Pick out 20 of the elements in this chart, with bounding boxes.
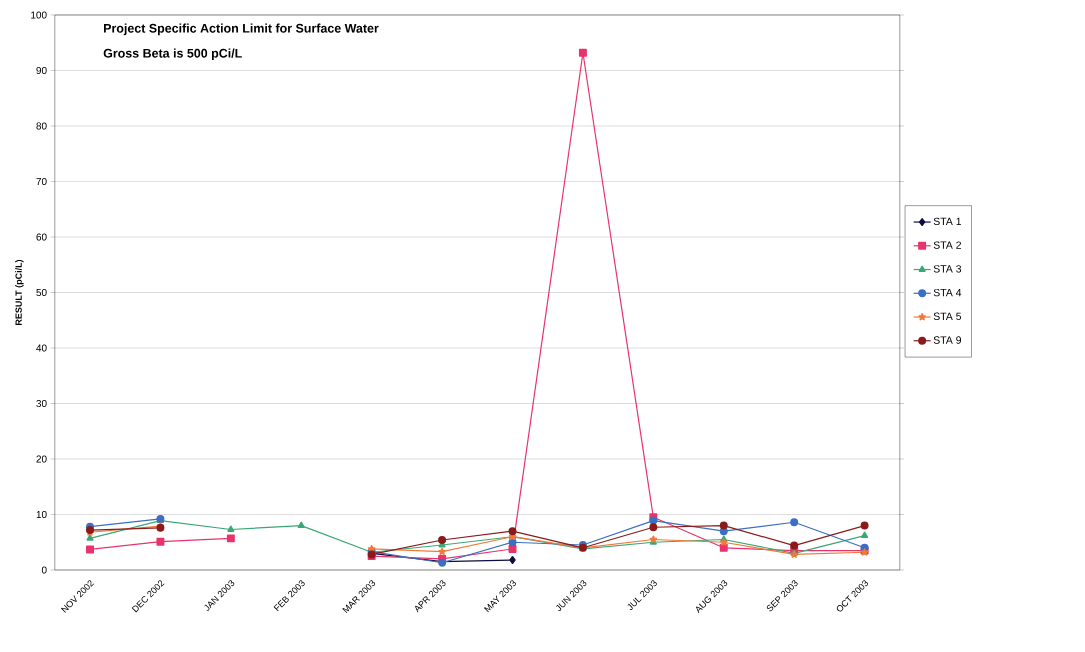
y-tick-label: 80 [36, 122, 47, 130]
y-axis-title: RESULT (pCi/L) [15, 259, 24, 325]
legend-label: STA 5 [933, 312, 962, 321]
y-tick-label: 0 [41, 566, 47, 574]
annotation: Project Specific Action Limit for Surface Water [104, 23, 379, 36]
y-tick-label: 100 [31, 11, 47, 19]
y-tick-label: 20 [36, 455, 47, 463]
legend-label: STA 3 [933, 265, 962, 273]
annotation: Gross Beta is 500 pCi/L [103, 48, 242, 61]
y-tick-label: 70 [36, 177, 47, 186]
y-tick-label: 30 [36, 399, 47, 408]
y-tick-label: 90 [36, 66, 47, 75]
y-tick-label: 40 [36, 344, 47, 352]
y-tick-label: 50 [36, 288, 47, 297]
legend-label: STA 1 [933, 217, 961, 226]
legend-label: STA 4 [933, 288, 962, 297]
y-tick-label: 60 [36, 233, 47, 241]
y-tick-label: 10 [36, 510, 47, 519]
legend-label: STA 9 [933, 336, 962, 344]
legend-label: STA 2 [933, 241, 961, 249]
